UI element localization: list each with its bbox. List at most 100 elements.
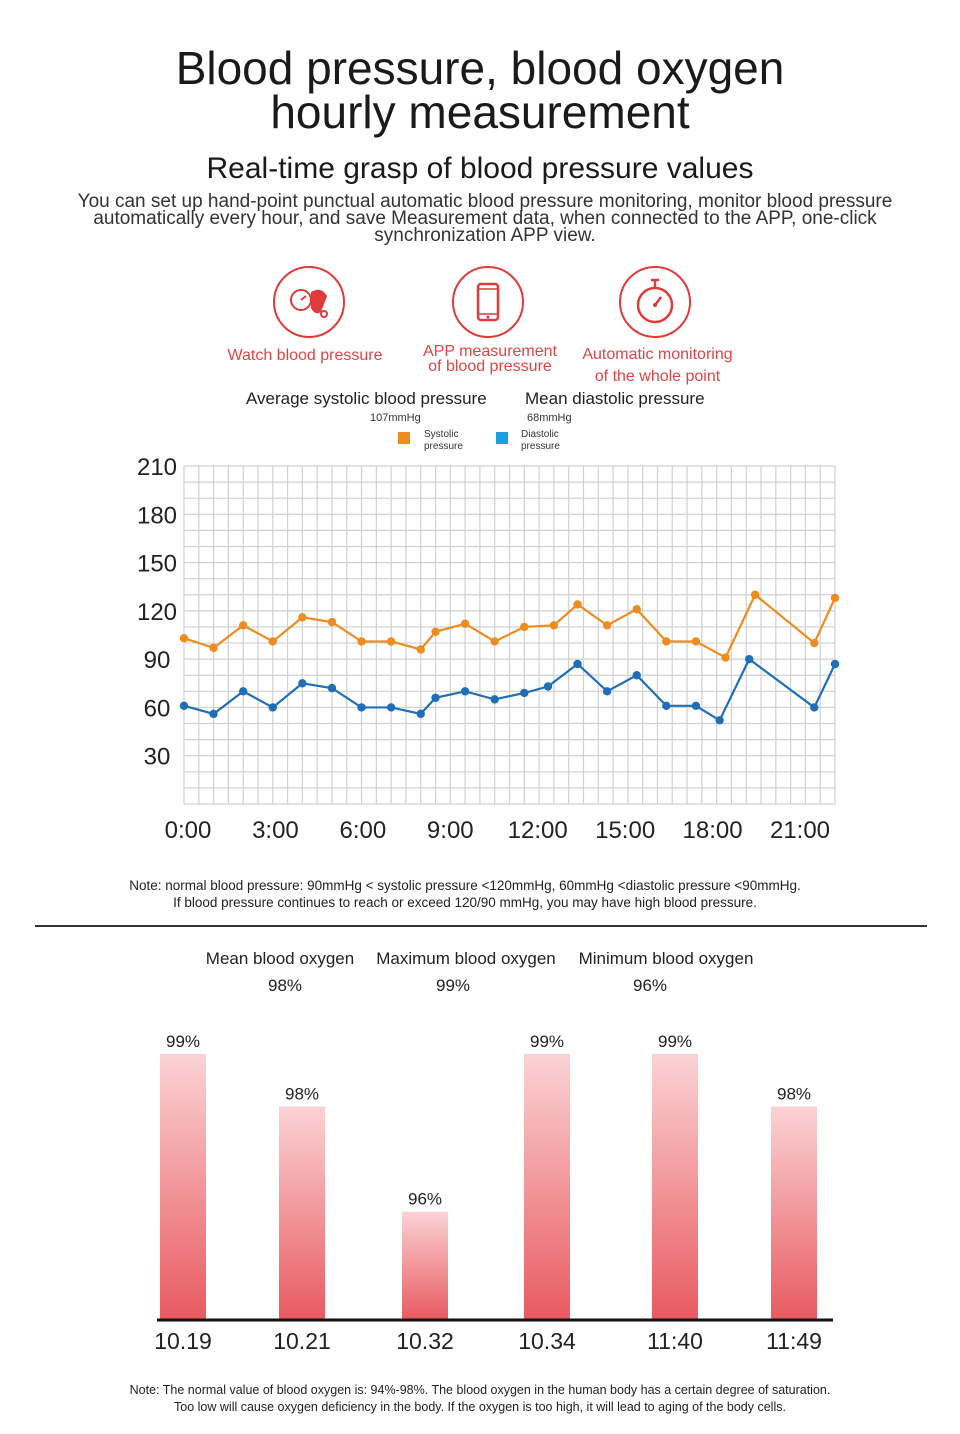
diastolic-average-value: 68mmHg <box>527 412 572 424</box>
oxygen-bar <box>402 1211 448 1320</box>
oxygen-bar <box>771 1106 817 1320</box>
page-title: Blood pressure, blood oxygen hourly meas… <box>0 42 960 138</box>
bp-chart-y-ticks: 210 180 150 120 90 60 30 <box>137 454 177 771</box>
y-tick-label: 150 <box>137 551 177 578</box>
data-point-diastolic <box>460 687 470 696</box>
data-point-systolic <box>750 590 760 599</box>
blood-oxygen-bar-chart: 99%98%96%99% 99%98% 10.19 10.21 10.32 10.34 1… <box>154 1032 833 1354</box>
data-point-systolic <box>691 637 701 646</box>
data-point-diastolic <box>520 688 529 698</box>
data-point-systolic <box>268 637 277 646</box>
data-point-diastolic <box>327 683 337 693</box>
oxygen-category-label: 10.19 <box>154 1328 212 1354</box>
x-tick-label: 6:00 <box>339 817 386 844</box>
data-point-systolic <box>662 637 671 646</box>
page-description: You can set up hand-point punctual autom… <box>77 191 893 246</box>
y-tick-label: 60 <box>144 695 171 722</box>
feature-label-auto: Automatic monitoring of the whole point <box>582 346 733 385</box>
oxygen-min-value: 96% <box>632 976 668 995</box>
x-tick-label: 21:00 <box>770 817 830 844</box>
y-tick-label: 30 <box>144 744 171 771</box>
data-point-systolic <box>416 645 425 654</box>
smartphone-icon <box>452 266 524 338</box>
oxygen-bar-value-label: 99% <box>530 1032 564 1051</box>
data-point-diastolic <box>830 659 840 669</box>
oxygen-bar-value-label: 98% <box>777 1084 811 1103</box>
data-point-systolic <box>357 637 366 646</box>
x-tick-label: 18:00 <box>683 817 743 844</box>
oxygen-bar-value-label: 98% <box>285 1084 319 1103</box>
x-tick-label: 0:00 <box>165 817 212 844</box>
data-point-systolic <box>327 617 337 627</box>
y-tick-label: 120 <box>137 599 177 626</box>
data-point-systolic <box>602 621 612 630</box>
oxygen-bar <box>279 1106 325 1320</box>
oxygen-max-label: Maximum blood oxygen <box>376 949 556 968</box>
oxygen-bar-value-label: 99% <box>658 1032 692 1051</box>
data-point-diastolic <box>715 716 724 725</box>
data-point-systolic <box>179 634 189 643</box>
data-point-systolic <box>460 619 470 628</box>
y-tick-label: 210 <box>137 454 177 481</box>
x-tick-label: 12:00 <box>508 817 568 844</box>
data-point-systolic <box>549 621 559 630</box>
data-point-systolic <box>810 638 819 648</box>
data-point-diastolic <box>386 703 396 712</box>
data-point-systolic <box>431 627 440 636</box>
oxygen-bar-value-label: 96% <box>408 1190 442 1209</box>
blood-pressure-line-chart: 210 180 150 120 90 60 30 0:00 3:00 6:00 9:00 12:00… <box>137 454 840 844</box>
oxygen-bar-value-label: 99% <box>166 1032 200 1051</box>
data-point-systolic <box>490 637 499 646</box>
y-tick-label: 180 <box>137 502 177 529</box>
oxygen-category-label: 11:49 <box>766 1328 822 1354</box>
data-point-diastolic <box>543 682 553 691</box>
data-point-diastolic <box>810 703 819 712</box>
oxygen-bar <box>524 1053 570 1320</box>
oxygen-category-label: 10.34 <box>518 1328 576 1354</box>
bp-chart-grid <box>183 465 836 805</box>
data-point-diastolic <box>602 687 612 696</box>
section-divider <box>35 925 927 927</box>
oxygen-bars: 99% 98% 96% 99% 99% 98% <box>160 1032 817 1320</box>
data-point-diastolic <box>179 701 189 711</box>
stopwatch-icon <box>619 266 691 338</box>
bp-chart-series <box>179 590 840 725</box>
oxygen-min-label: Minimum blood oxygen <box>578 949 754 968</box>
systolic-average-value: 107mmHg <box>370 412 421 424</box>
feature-label-watch: Watch blood pressure <box>227 347 383 364</box>
legend-label-systolic: Systolic pressure <box>424 429 463 452</box>
data-point-diastolic <box>268 703 277 712</box>
data-point-diastolic <box>691 701 701 711</box>
data-point-systolic <box>209 643 218 653</box>
data-point-diastolic <box>357 703 366 712</box>
oxygen-max-value: 99% <box>435 976 471 995</box>
legend-swatch-systolic <box>398 432 410 444</box>
data-point-diastolic <box>298 679 307 688</box>
bp-chart-x-ticks: 0:00 3:00 6:00 9:00 12:00 15:00 18:00 21:00 <box>165 817 830 844</box>
title-line-2: hourly measurement <box>270 86 690 138</box>
data-point-diastolic <box>632 671 641 680</box>
data-point-systolic <box>298 613 307 622</box>
oxygen-category-label: 11:40 <box>647 1328 703 1354</box>
diastolic-average-label: Mean diastolic pressure <box>525 389 705 408</box>
feature-label-app: APP measurement of blood pressure <box>423 343 557 375</box>
data-point-systolic <box>721 653 730 662</box>
page-subtitle: Real-time grasp of blood pressure values <box>206 152 754 185</box>
oxygen-category-label: 10.21 <box>273 1328 331 1354</box>
data-point-systolic <box>830 593 840 603</box>
data-point-systolic <box>573 600 582 609</box>
oxygen-mean-value: 98% <box>267 976 303 995</box>
data-point-systolic <box>238 621 248 630</box>
oxygen-bar <box>652 1053 698 1320</box>
systolic-average-label: Average systolic blood pressure <box>246 389 487 408</box>
x-tick-label: 9:00 <box>427 817 474 844</box>
legend-label-diastolic: Diastolic pressure <box>521 429 560 452</box>
blood-oxygen-note: Note: The normal value of blood oxygen i… <box>129 1383 831 1414</box>
data-point-diastolic <box>490 695 499 704</box>
data-point-diastolic <box>416 709 425 719</box>
data-point-systolic <box>632 605 641 614</box>
x-tick-label: 3:00 <box>252 817 299 844</box>
y-tick-label: 90 <box>144 647 171 674</box>
data-point-systolic <box>520 622 529 632</box>
title-line-1: Blood pressure, blood oxygen <box>175 42 785 94</box>
